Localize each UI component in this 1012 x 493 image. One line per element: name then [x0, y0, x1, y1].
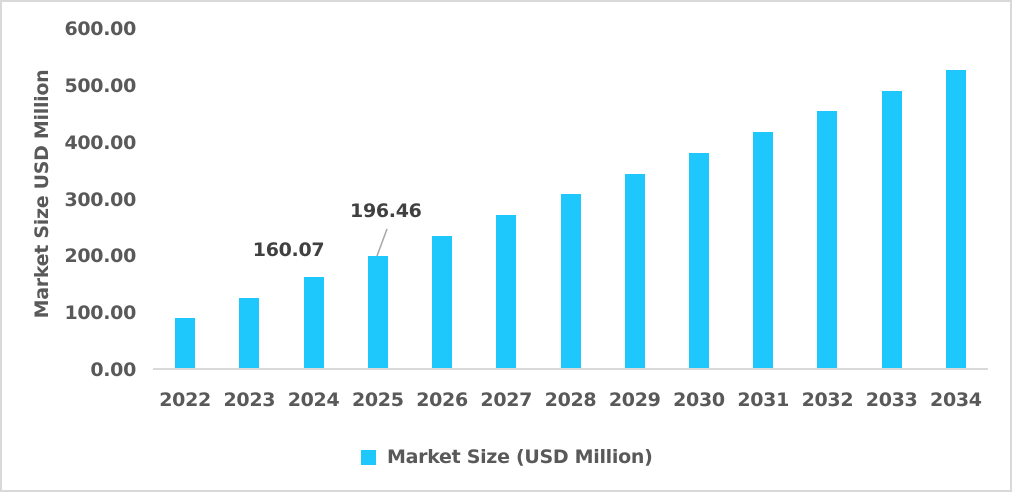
bar-2034: [945, 69, 966, 368]
x-tick-label: 2022: [159, 389, 211, 411]
legend-swatch: [361, 449, 376, 465]
y-tick-label: 100.00: [64, 302, 136, 325]
y-tick-label: 0.00: [90, 359, 136, 381]
x-tick-label: 2032: [801, 389, 854, 411]
bar-2026: [432, 235, 453, 368]
x-tick-label: 2027: [480, 389, 533, 411]
y-tick-label: 200.00: [64, 245, 136, 268]
bar-2033: [881, 90, 902, 368]
x-tick-label: 2024: [287, 389, 340, 411]
bar-2032: [817, 110, 838, 368]
x-tick-label: 2025: [351, 389, 404, 411]
y-tick-label: 300.00: [64, 188, 136, 211]
bar-2030: [688, 152, 709, 368]
x-tick-label: 2030: [673, 389, 725, 411]
x-tick-label: 2033: [865, 389, 918, 411]
y-tick-label: 600.00: [64, 18, 136, 40]
data-label-leader-line: [376, 228, 388, 257]
bar-2027: [496, 214, 517, 368]
bar-2024: [303, 277, 324, 368]
x-axis-line: [153, 368, 988, 370]
bar-2023: [239, 297, 260, 368]
bar-2025: [367, 256, 388, 368]
y-axis-title: Market Size USD Million: [31, 69, 53, 319]
bar-2022: [175, 318, 196, 368]
x-tick-label: 2029: [608, 389, 661, 411]
x-tick-label: 2023: [223, 389, 276, 411]
x-tick-label: 2026: [416, 389, 468, 411]
x-tick-label: 2028: [544, 389, 597, 411]
bar-2031: [753, 131, 774, 368]
bar-2029: [624, 173, 645, 368]
y-tick-label: 500.00: [64, 74, 136, 97]
x-tick-label: 2034: [930, 389, 982, 411]
legend-label: Market Size (USD Million): [387, 446, 653, 468]
y-tick-label: 400.00: [64, 131, 136, 154]
legend: Market Size (USD Million): [361, 446, 653, 468]
bar-2028: [560, 193, 581, 368]
data-label-2025: 196.46: [350, 200, 422, 222]
data-label-2024: 160.07: [252, 239, 325, 261]
x-tick-label: 2031: [737, 389, 790, 411]
